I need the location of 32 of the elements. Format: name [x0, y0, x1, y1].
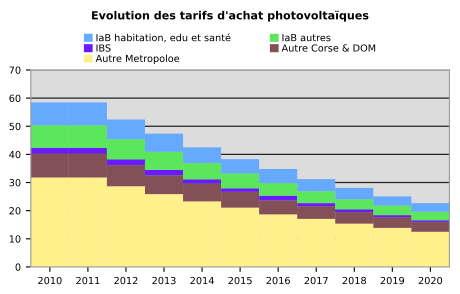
y-tick-label: 60 [9, 94, 20, 102]
legend-label: Autre Metropoloe [96, 54, 180, 64]
chart-title: Evolution des tarifs d'achat photovoltaïques [92, 10, 368, 22]
bar [183, 179, 222, 184]
bar [144, 170, 184, 176]
x-tick-label: 2020 [418, 276, 442, 284]
x-tick-label: 2015 [228, 276, 252, 284]
y-tick-label: 70 [10, 66, 20, 74]
y-tick-label: 30 [9, 179, 20, 186]
legend-label: IaB habitation, edu et santé [96, 33, 230, 42]
x-tick-label: 2019 [380, 276, 404, 284]
bar [297, 203, 336, 206]
bar [106, 159, 145, 166]
y-tick-label: 50 [9, 122, 20, 130]
bar [335, 210, 374, 212]
y-tick-label: 40 [9, 150, 20, 158]
x-tick-label: 2011 [76, 276, 100, 284]
x-tick-label: 2012 [114, 276, 138, 284]
x-tick-label: 2016 [266, 276, 290, 284]
bar [221, 188, 260, 192]
legend-label: Autre Corse & DOM [282, 44, 376, 52]
x-tick-label: 2018 [342, 276, 366, 284]
bar [259, 196, 298, 200]
y-tick-label: 10 [10, 235, 20, 243]
x-tick-label: 2010 [38, 276, 62, 284]
legend-label: IaB autres [282, 34, 330, 42]
x-tick-label: 2017 [304, 276, 328, 284]
x-tick-label: 2013 [152, 276, 176, 284]
y-tick-label: 20 [9, 207, 20, 215]
x-tick-label: 2014 [190, 276, 214, 284]
legend-label: IBS [96, 44, 111, 52]
y-tick-label: 0 [16, 263, 20, 271]
